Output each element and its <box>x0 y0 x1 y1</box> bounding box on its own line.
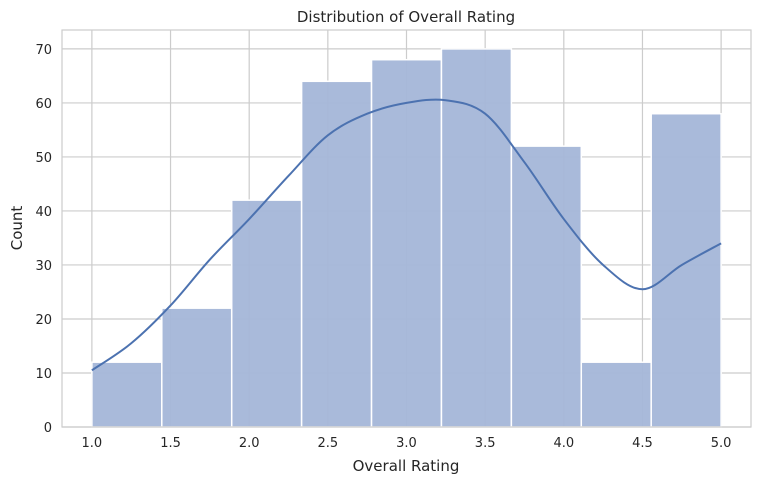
histogram-bars <box>91 48 722 428</box>
x-tick-label: 2.5 <box>318 436 339 451</box>
x-tick-label: 5.0 <box>711 436 732 451</box>
y-tick-label: 50 <box>35 151 52 166</box>
y-tick-labels: 0 10 20 30 40 50 60 70 <box>35 43 52 436</box>
x-tick-label: 4.5 <box>632 436 653 451</box>
histogram-bar <box>230 199 303 428</box>
histogram-bar <box>161 307 233 428</box>
x-tick-label: 3.5 <box>475 436 496 451</box>
x-tick-label: 3.0 <box>396 436 417 451</box>
y-tick-label: 30 <box>35 259 52 274</box>
histogram-bar <box>91 361 163 428</box>
x-tick-label: 1.5 <box>160 436 181 451</box>
y-axis-title: Count <box>8 206 26 251</box>
x-tick-label: 4.0 <box>553 436 574 451</box>
histogram-bar <box>650 112 722 428</box>
y-tick-label: 60 <box>35 97 52 112</box>
y-tick-label: 70 <box>35 43 52 58</box>
histogram-bar <box>300 80 373 428</box>
histogram-bar <box>440 48 513 428</box>
histogram-bar <box>510 145 583 428</box>
plot-frame <box>61 29 752 428</box>
histogram-bar <box>370 58 443 428</box>
chart-title: Distribution of Overall Rating <box>297 8 515 26</box>
histogram-bar <box>580 361 652 428</box>
y-tick-label: 20 <box>35 313 52 328</box>
x-axis-title: Overall Rating <box>353 457 460 475</box>
x-tick-label: 1.0 <box>82 436 103 451</box>
x-tick-labels: 1.0 1.5 2.0 2.5 3.0 3.5 4.0 4.5 5.0 <box>82 436 732 451</box>
kde-curve <box>91 98 722 372</box>
x-tick-label: 2.0 <box>239 436 260 451</box>
y-tick-label: 40 <box>35 205 52 220</box>
y-tick-label: 0 <box>44 421 52 436</box>
y-tick-label: 10 <box>35 367 52 382</box>
